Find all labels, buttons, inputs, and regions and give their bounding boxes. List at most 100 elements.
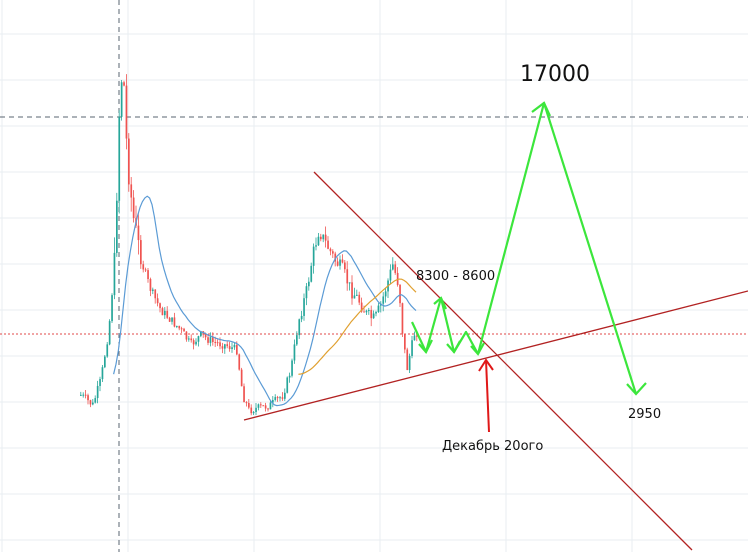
moving-average-slow [113,195,417,407]
forecast-arrowheads [418,101,647,396]
candle-body [341,259,344,263]
candle-body [195,341,197,345]
candle-body [279,397,281,399]
candle-body [183,328,185,332]
candle-body [111,295,113,322]
candle-body [147,270,149,280]
candle-body [104,356,106,368]
candle-body [336,261,339,266]
candle-body [123,82,125,86]
candle-body [149,279,152,291]
date-label: Декабрь 20ого [442,439,544,454]
forecast-path-big [476,101,638,395]
candle-body [389,269,392,281]
candle-body [291,360,293,376]
candle-body [99,379,101,386]
candle-body [82,394,85,396]
candle-body [353,295,356,299]
candle-body [106,344,109,357]
candle-body [408,355,411,371]
candle-body [317,236,320,246]
candle-body [185,331,188,340]
candle-body [329,248,332,252]
candle-body [94,398,97,403]
candle-body [250,407,253,414]
target-low-label: 2950 [628,407,662,422]
candle-body [128,138,130,185]
candle-body [375,312,377,314]
candle-body [363,311,365,313]
candle-body [344,262,346,270]
candle-body [197,336,200,342]
candle-body [320,236,322,240]
candle-body [240,369,243,387]
candle-body [264,405,267,409]
moving-average-fast [298,278,417,375]
candle-body [351,282,353,299]
target-high-label: 17000 [520,62,590,87]
candle-body [154,289,157,299]
candle-body [300,315,303,320]
candle-body [228,346,231,349]
candle-body [152,289,154,291]
candle-body [296,335,298,345]
candle-body [101,367,104,380]
candle-body [315,245,317,247]
candle-body [238,354,241,370]
candle-body [392,264,394,270]
candle-body [284,392,286,399]
candle-body [356,294,358,296]
candle-body [132,197,135,219]
candle-body [281,397,284,399]
candle-body [173,317,176,327]
candle-body [324,234,327,241]
candle-body [180,328,183,330]
candle-body [327,240,329,249]
candles [80,74,418,416]
candle-body [260,404,262,406]
candle-body [416,335,418,337]
candle-body [269,402,272,410]
candle-body [200,331,202,337]
candle-body [130,184,133,198]
candle-body [233,344,236,348]
candle-body [84,394,87,396]
candle-body [96,385,99,399]
candle-body [358,294,361,303]
candle-body [288,375,291,378]
candle-body [411,340,413,356]
candle-body [171,317,173,322]
candle-body [224,344,226,349]
candle-body [118,116,121,201]
candle-body [144,269,147,271]
range-label: 8300 - 8600 [416,269,496,284]
candle-body [346,269,349,284]
candle-body [272,399,274,403]
candle-body [116,200,118,253]
candle-body [248,403,250,408]
candle-body [231,347,233,349]
candle-body [219,342,221,347]
candle-body [257,404,260,408]
candle-body [413,335,416,341]
candle-body [209,337,212,343]
candle-body [92,402,94,405]
candle-body [87,395,89,401]
candle-body [156,298,159,304]
candle-body [204,334,207,338]
candle-body [255,407,257,413]
candle-body [214,341,217,343]
candle-body [370,310,373,319]
candle-body [293,344,296,361]
support-trendline [243,290,748,421]
candle-body [166,310,169,318]
candle-body [168,317,171,322]
candle-body [236,344,238,355]
candle-body [399,284,401,304]
candle-body [360,302,363,312]
candle-body [298,319,301,336]
candle-body [372,313,375,319]
candle-body [226,344,229,347]
candle-body [137,225,140,241]
candle-body [332,251,334,254]
